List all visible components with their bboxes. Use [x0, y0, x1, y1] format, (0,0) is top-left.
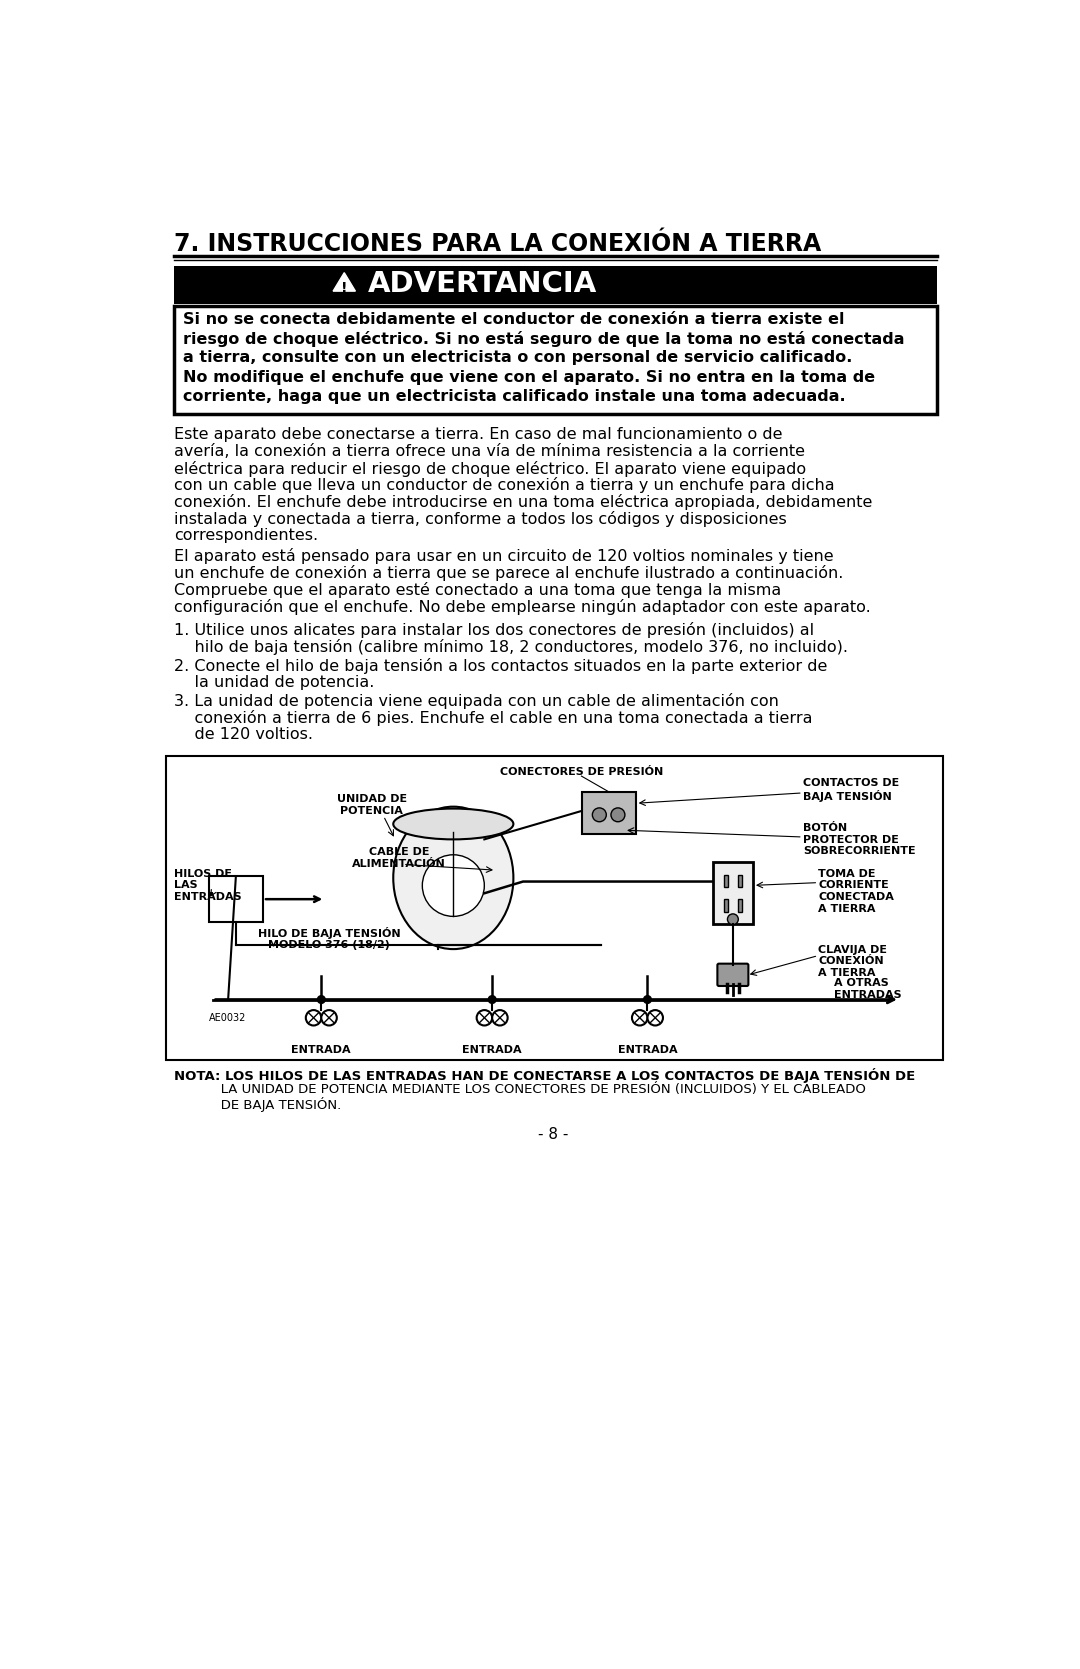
- Text: instalada y conectada a tierra, conforme a todos los códigos y disposiciones: instalada y conectada a tierra, conforme…: [174, 511, 786, 527]
- Text: 7. INSTRUCCIONES PARA LA CONEXIÓN A TIERRA: 7. INSTRUCCIONES PARA LA CONEXIÓN A TIER…: [174, 232, 821, 255]
- Text: 3. La unidad de potencia viene equipada con un cable de alimentación con: 3. La unidad de potencia viene equipada …: [174, 693, 779, 709]
- Text: 2. Conecte el hilo de baja tensión a los contactos situados en la parte exterior: 2. Conecte el hilo de baja tensión a los…: [174, 658, 827, 674]
- Text: a tierra, consulte con un electricista o con personal de servicio calificado.: a tierra, consulte con un electricista o…: [183, 350, 852, 366]
- Text: corriente, haga que un electricista calificado instale una toma adecuada.: corriente, haga que un electricista cali…: [183, 389, 846, 404]
- Text: de 120 voltios.: de 120 voltios.: [174, 728, 313, 743]
- Text: ENTRADA: ENTRADA: [292, 1045, 351, 1055]
- Text: riesgo de choque eléctrico. Si no está seguro de que la toma no está conectada: riesgo de choque eléctrico. Si no está s…: [183, 330, 905, 347]
- FancyBboxPatch shape: [724, 900, 728, 911]
- Text: avería, la conexión a tierra ofrece una vía de mínima resistencia a la corriente: avería, la conexión a tierra ofrece una …: [174, 444, 805, 459]
- Text: conexión. El enchufe debe introducirse en una toma eléctrica apropiada, debidame: conexión. El enchufe debe introducirse e…: [174, 494, 873, 511]
- Text: AE0032: AE0032: [208, 1013, 246, 1023]
- Text: eléctrica para reducir el riesgo de choque eléctrico. El aparato viene equipado: eléctrica para reducir el riesgo de choq…: [174, 461, 806, 477]
- Circle shape: [592, 808, 606, 821]
- Text: HILO DE BAJA TENSIÓN
MODELO 376 (18/2): HILO DE BAJA TENSIÓN MODELO 376 (18/2): [258, 926, 401, 950]
- Ellipse shape: [393, 806, 513, 950]
- Text: A OTRAS
ENTRADAS: A OTRAS ENTRADAS: [834, 978, 902, 1000]
- Circle shape: [318, 996, 325, 1003]
- Circle shape: [611, 808, 625, 821]
- FancyBboxPatch shape: [581, 791, 636, 834]
- Text: ADVERTANCIA: ADVERTANCIA: [367, 270, 597, 299]
- FancyBboxPatch shape: [174, 265, 937, 304]
- Text: 1. Utilice unos alicates para instalar los dos conectores de presión (incluidos): 1. Utilice unos alicates para instalar l…: [174, 623, 814, 638]
- Circle shape: [422, 855, 484, 916]
- Text: Este aparato debe conectarse a tierra. En caso de mal funcionamiento o de: Este aparato debe conectarse a tierra. E…: [174, 427, 782, 442]
- Text: Compruebe que el aparato esté conectado a una toma que tenga la misma: Compruebe que el aparato esté conectado …: [174, 582, 781, 598]
- FancyBboxPatch shape: [724, 875, 728, 886]
- FancyBboxPatch shape: [208, 876, 264, 923]
- FancyBboxPatch shape: [174, 305, 937, 414]
- Circle shape: [648, 1010, 663, 1025]
- Circle shape: [476, 1010, 492, 1025]
- Text: - 8 -: - 8 -: [538, 1127, 569, 1142]
- Polygon shape: [333, 272, 355, 290]
- FancyBboxPatch shape: [713, 863, 753, 925]
- Text: !: !: [341, 282, 348, 295]
- FancyBboxPatch shape: [717, 963, 748, 986]
- Text: conexión a tierra de 6 pies. Enchufe el cable en una toma conectada a tierra: conexión a tierra de 6 pies. Enchufe el …: [174, 709, 812, 726]
- Text: No modifique el enchufe que viene con el aparato. Si no entra en la toma de: No modifique el enchufe que viene con el…: [183, 369, 875, 384]
- Text: ENTRADA: ENTRADA: [618, 1045, 677, 1055]
- Text: CONECTORES DE PRESIÓN: CONECTORES DE PRESIÓN: [500, 766, 663, 776]
- Circle shape: [322, 1010, 337, 1025]
- Text: DE BAJA TENSIÓN.: DE BAJA TENSIÓN.: [174, 1097, 341, 1112]
- Circle shape: [644, 996, 651, 1003]
- Text: hilo de baja tensión (calibre mínimo 18, 2 conductores, modelo 376, no incluido): hilo de baja tensión (calibre mínimo 18,…: [174, 639, 848, 656]
- FancyBboxPatch shape: [166, 756, 943, 1060]
- Circle shape: [488, 996, 496, 1003]
- Text: CABLE DE
ALIMENTACIÓN: CABLE DE ALIMENTACIÓN: [352, 848, 446, 870]
- Text: NOTA: LOS HILOS DE LAS ENTRADAS HAN DE CONECTARSE A LOS CONTACTOS DE BAJA TENSIÓ: NOTA: LOS HILOS DE LAS ENTRADAS HAN DE C…: [174, 1068, 915, 1083]
- Text: configuración que el enchufe. No debe emplearse ningún adaptador con este aparat: configuración que el enchufe. No debe em…: [174, 599, 870, 616]
- Text: ENTRADA: ENTRADA: [462, 1045, 522, 1055]
- Text: UNIDAD DE
POTENCIA: UNIDAD DE POTENCIA: [337, 794, 407, 816]
- Text: BOTÓN
PROTECTOR DE
SOBRECORRIENTE: BOTÓN PROTECTOR DE SOBRECORRIENTE: [802, 823, 916, 856]
- FancyBboxPatch shape: [738, 875, 742, 886]
- Text: HILOS DE
LAS
ENTRADAS: HILOS DE LAS ENTRADAS: [174, 870, 242, 901]
- Text: LA UNIDAD DE POTENCIA MEDIANTE LOS CONECTORES DE PRESIÓN (INCLUIDOS) Y EL CABLEA: LA UNIDAD DE POTENCIA MEDIANTE LOS CONEC…: [174, 1083, 866, 1097]
- Ellipse shape: [393, 808, 513, 840]
- Circle shape: [728, 915, 739, 925]
- Circle shape: [632, 1010, 648, 1025]
- Text: CLAVIJA DE
CONEXIÓN
A TIERRA: CLAVIJA DE CONEXIÓN A TIERRA: [819, 945, 888, 978]
- Text: El aparato está pensado para usar en un circuito de 120 voltios nominales y tien: El aparato está pensado para usar en un …: [174, 549, 834, 564]
- FancyBboxPatch shape: [738, 900, 742, 911]
- Text: un enchufe de conexión a tierra que se parece al enchufe ilustrado a continuació: un enchufe de conexión a tierra que se p…: [174, 566, 843, 581]
- Circle shape: [306, 1010, 322, 1025]
- Text: correspondientes.: correspondientes.: [174, 529, 318, 544]
- Text: CONTACTOS DE
BAJA TENSIÓN: CONTACTOS DE BAJA TENSIÓN: [802, 778, 899, 801]
- Circle shape: [492, 1010, 508, 1025]
- Text: Si no se conecta debidamente el conductor de conexión a tierra existe el: Si no se conecta debidamente el conducto…: [183, 312, 845, 327]
- Text: con un cable que lleva un conductor de conexión a tierra y un enchufe para dicha: con un cable que lleva un conductor de c…: [174, 477, 835, 494]
- Text: la unidad de potencia.: la unidad de potencia.: [174, 674, 374, 689]
- Text: TOMA DE
CORRIENTE
CONECTADA
A TIERRA: TOMA DE CORRIENTE CONECTADA A TIERRA: [819, 870, 894, 913]
